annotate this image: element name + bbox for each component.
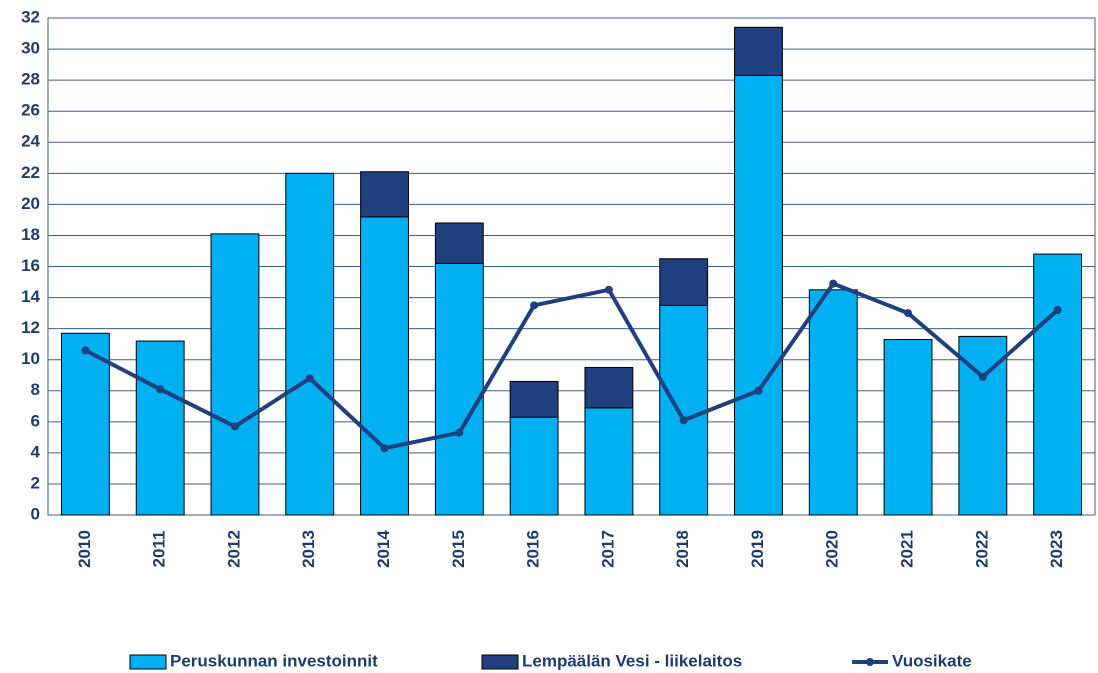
line-point [81, 346, 90, 355]
y-tick-label: 8 [31, 380, 40, 399]
x-tick-label: 2018 [673, 530, 692, 568]
bar [659, 258, 709, 306]
x-tick-label: 2023 [1047, 530, 1066, 568]
x-tick-label: 2021 [898, 530, 917, 568]
x-tick-label: 2020 [823, 530, 842, 568]
y-tick-label: 14 [21, 287, 40, 306]
bar [434, 222, 484, 264]
line-point [305, 374, 314, 383]
x-tick-label: 2017 [598, 530, 617, 568]
bar [659, 304, 709, 516]
bar [60, 332, 110, 516]
legend-label: Vuosikate [892, 651, 972, 670]
line-point [604, 285, 613, 294]
bar [584, 407, 634, 516]
line-point [455, 428, 464, 437]
y-tick-label: 28 [21, 70, 40, 89]
bar [958, 335, 1008, 516]
bar [509, 380, 559, 418]
bar [808, 289, 858, 516]
x-tick-label: 2019 [748, 530, 767, 568]
line-point [230, 422, 239, 431]
y-tick-label: 0 [31, 504, 40, 523]
y-tick-label: 12 [21, 318, 40, 337]
bar [285, 172, 335, 516]
y-tick-label: 16 [21, 256, 40, 275]
y-tick-label: 32 [21, 7, 40, 26]
y-tick-label: 20 [21, 194, 40, 213]
bar [360, 171, 409, 218]
x-tick-label: 2013 [299, 530, 318, 568]
x-tick-label: 2011 [150, 531, 169, 568]
bar [210, 233, 260, 516]
plot-frame [47, 17, 1096, 516]
line-point [156, 385, 165, 394]
line-point [829, 279, 838, 288]
bar [434, 262, 484, 516]
y-tick-label: 30 [21, 39, 40, 58]
x-tick-label: 2016 [524, 530, 543, 568]
line-point [679, 416, 688, 425]
x-tick-label: 2010 [75, 530, 94, 568]
x-tick-label: 2014 [374, 530, 393, 568]
line-point [380, 444, 389, 453]
bar [1033, 253, 1083, 516]
legend-swatch [481, 654, 519, 670]
line [84, 281, 1059, 451]
y-tick-label: 2 [31, 473, 40, 492]
y-tick-label: 10 [21, 349, 40, 368]
line-point [904, 309, 913, 318]
legend-label: Lempäälän Vesi - liikelaitos [522, 651, 742, 670]
legend-point [866, 658, 874, 666]
line-point [1053, 305, 1062, 314]
legend-label: Peruskunnan investoinnit [170, 651, 378, 670]
bar [734, 74, 783, 516]
line-point [754, 386, 763, 395]
line-point [530, 301, 539, 310]
y-tick-label: 18 [21, 225, 40, 244]
bar [734, 26, 783, 76]
y-tick-label: 4 [31, 442, 41, 461]
y-tick-label: 26 [21, 101, 40, 120]
y-tick-label: 24 [21, 132, 40, 151]
y-tick-label: 22 [21, 163, 40, 182]
bar [584, 366, 634, 409]
bar [360, 216, 409, 516]
line-point [978, 372, 987, 381]
y-tick-label: 6 [31, 411, 40, 430]
bar [883, 338, 933, 516]
x-tick-label: 2015 [449, 530, 468, 568]
x-tick-label: 2012 [224, 530, 243, 568]
legend-swatch [129, 654, 167, 670]
bar [135, 340, 185, 516]
bar [509, 416, 559, 516]
x-tick-label: 2022 [972, 530, 991, 568]
